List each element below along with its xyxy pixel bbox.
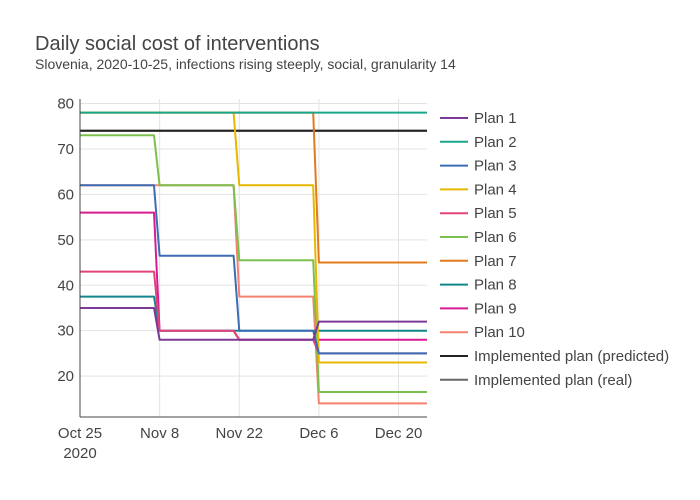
legend-item-plan-3[interactable]: Plan 3: [440, 158, 517, 175]
legend-item-plan-5[interactable]: Plan 5: [440, 205, 517, 222]
series-line-plan-3: [80, 184, 427, 355]
legend-label: Plan 4: [474, 181, 517, 198]
x-tick-label: Dec 6: [299, 425, 338, 442]
legend-label: Plan 7: [474, 253, 517, 270]
legend-item-implemented-plan-predicted[interactable]: Implemented plan (predicted): [440, 348, 669, 365]
series-line-plan-1: [80, 307, 427, 341]
legend-item-plan-4[interactable]: Plan 4: [440, 181, 517, 198]
chart-title: Daily social cost of interventions: [35, 33, 320, 55]
legend-label: Plan 1: [474, 110, 517, 127]
series-group: [80, 111, 427, 405]
y-tick-label: 20: [57, 368, 74, 385]
legend-item-plan-8[interactable]: Plan 8: [440, 277, 517, 294]
x-tick-label: Oct 25: [58, 425, 102, 442]
x-tick-label-year: 2020: [63, 445, 96, 462]
legend-item-plan-6[interactable]: Plan 6: [440, 229, 517, 246]
x-tick-label: Nov 22: [216, 425, 264, 442]
y-tick-label: 80: [57, 96, 74, 113]
y-tick-label: 70: [57, 141, 74, 158]
legend[interactable]: Plan 1 Plan 2 Plan 3 Plan 4 Plan 5 Plan 6 Plan…: [440, 110, 669, 389]
axes: 20 30 40 50 60 70 80 Oct 25 2020 Nov 8 Nov 22 Dec 6…: [57, 96, 427, 462]
legend-label: Plan 8: [474, 277, 517, 294]
x-tick-label: Nov 8: [140, 425, 179, 442]
series-line-plan-10: [80, 184, 427, 405]
legend-item-plan-7[interactable]: Plan 7: [440, 253, 517, 270]
legend-label: Plan 3: [474, 158, 517, 175]
legend-label: Plan 9: [474, 300, 517, 317]
series-line-plan-6: [80, 134, 427, 393]
chart-subtitle: Slovenia, 2020-10-25, infections rising …: [35, 56, 456, 72]
grid: [79, 99, 427, 417]
legend-label: Plan 6: [474, 229, 517, 246]
legend-item-implemented-plan-real[interactable]: Implemented plan (real): [440, 372, 632, 389]
legend-item-plan-9[interactable]: Plan 9: [440, 300, 517, 317]
series-lines: [80, 111, 427, 405]
y-tick-label: 50: [57, 232, 74, 249]
legend-item-plan-2[interactable]: Plan 2: [440, 134, 517, 151]
series-line-plan-5: [80, 270, 427, 355]
legend-item-plan-10[interactable]: Plan 10: [440, 324, 525, 341]
x-tick-label: Dec 20: [375, 425, 423, 442]
legend-label: Plan 10: [474, 324, 525, 341]
legend-label: Plan 2: [474, 134, 517, 151]
legend-label: Implemented plan (real): [474, 372, 632, 389]
series-line-plan-4: [80, 111, 427, 364]
y-tick-label: 40: [57, 277, 74, 294]
legend-label: Implemented plan (predicted): [474, 348, 669, 365]
legend-item-plan-1[interactable]: Plan 1: [440, 110, 517, 127]
y-tick-label: 30: [57, 323, 74, 340]
y-tick-label: 60: [57, 186, 74, 203]
series-line-plan-8: [80, 295, 427, 332]
legend-label: Plan 5: [474, 205, 517, 222]
